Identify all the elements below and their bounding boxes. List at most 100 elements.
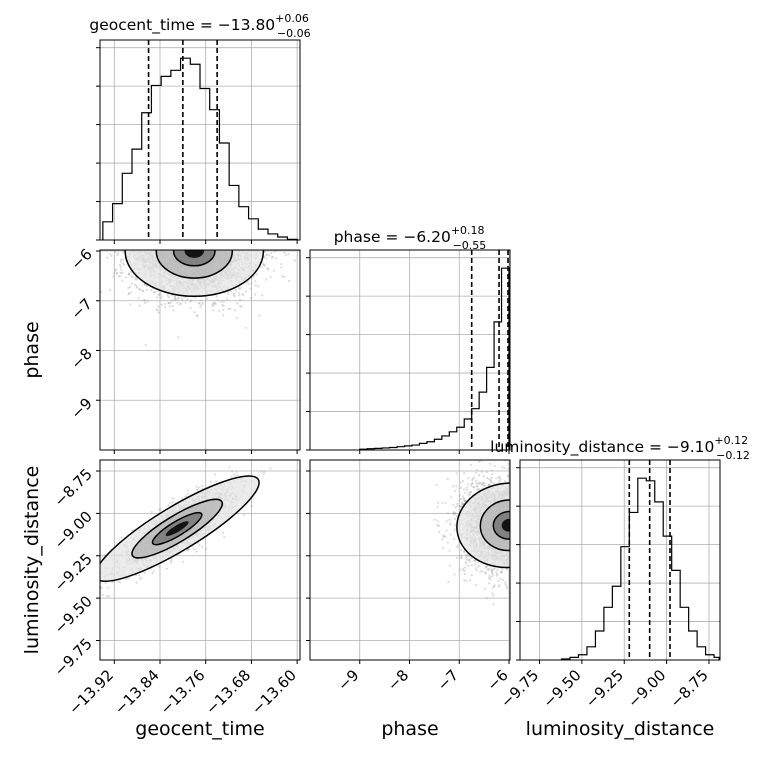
- sample-point: [463, 488, 465, 490]
- sample-point: [100, 587, 102, 589]
- sample-point: [158, 311, 160, 313]
- sample-point: [153, 570, 155, 572]
- sample-point: [193, 548, 195, 550]
- sample-point: [460, 487, 462, 489]
- sample-point: [255, 284, 257, 286]
- sample-point: [215, 480, 217, 482]
- sample-point: [145, 344, 147, 346]
- sample-point: [256, 273, 258, 275]
- sample-point: [452, 485, 454, 487]
- sample-point: [463, 579, 465, 581]
- sample-point: [181, 497, 183, 499]
- sample-point: [97, 567, 99, 569]
- sample-point: [442, 547, 444, 549]
- sample-point: [234, 309, 236, 311]
- sample-point: [223, 301, 225, 303]
- sample-point: [138, 305, 140, 307]
- sample-point: [173, 309, 175, 311]
- sample-point: [273, 270, 275, 272]
- sample-point: [176, 302, 178, 304]
- sample-point: [250, 297, 252, 299]
- sample-point: [475, 480, 477, 482]
- sample-point: [172, 501, 174, 503]
- sample-point: [462, 568, 464, 570]
- sample-point: [284, 252, 286, 254]
- sample-point: [275, 257, 277, 259]
- histogram-luminosity_distance: [562, 478, 720, 660]
- sample-point: [280, 266, 282, 268]
- sample-point: [109, 253, 111, 255]
- density-phase__luminosity_distance: [434, 442, 565, 605]
- sample-point: [238, 288, 240, 290]
- sample-point: [212, 309, 214, 311]
- sample-point: [233, 473, 235, 475]
- sample-point: [174, 296, 176, 298]
- sample-point: [135, 285, 137, 287]
- sample-point: [438, 531, 440, 533]
- sample-point: [268, 254, 270, 256]
- sample-point: [235, 289, 237, 291]
- histogram-geocent_time: [103, 58, 297, 240]
- sample-point: [150, 289, 152, 291]
- sample-point: [144, 302, 146, 304]
- sample-point: [281, 275, 283, 277]
- sample-point: [151, 511, 153, 513]
- sample-point: [186, 298, 188, 300]
- sample-point: [491, 469, 493, 471]
- sample-point: [265, 278, 267, 280]
- sample-point: [238, 292, 240, 294]
- sample-point: [248, 283, 250, 285]
- sample-point: [505, 584, 507, 586]
- sample-point: [134, 278, 136, 280]
- sample-point: [201, 546, 203, 548]
- sample-point: [270, 252, 272, 254]
- sample-point: [117, 254, 119, 256]
- sample-point: [491, 477, 493, 479]
- grid-luminosity_distance: [539, 460, 708, 660]
- sample-point: [254, 294, 256, 296]
- sample-point: [238, 294, 240, 296]
- sample-point: [261, 294, 263, 296]
- sample-point: [263, 473, 265, 475]
- sample-point: [199, 306, 201, 308]
- sample-point: [166, 568, 168, 570]
- sample-point: [120, 259, 122, 261]
- sample-point: [140, 577, 142, 579]
- sample-point: [156, 296, 158, 298]
- sample-point: [171, 558, 173, 560]
- sample-point: [478, 565, 480, 567]
- sample-point: [105, 582, 107, 584]
- sample-point: [198, 544, 200, 546]
- sample-point: [283, 276, 285, 278]
- sample-point: [222, 314, 224, 316]
- sample-point: [92, 575, 94, 577]
- sample-point: [265, 254, 267, 256]
- sample-point: [287, 253, 289, 255]
- sample-point: [88, 578, 90, 580]
- sample-point: [463, 472, 465, 474]
- sample-point: [198, 487, 200, 489]
- sample-point: [285, 254, 287, 256]
- sample-point: [243, 514, 245, 516]
- sample-point: [107, 587, 109, 589]
- histogram-phase: [360, 268, 509, 450]
- sample-point: [171, 300, 173, 302]
- sample-point: [201, 485, 203, 487]
- sample-point: [184, 302, 186, 304]
- sample-point: [119, 581, 121, 583]
- sample-point: [262, 262, 264, 264]
- sample-point: [168, 296, 170, 298]
- sample-point: [119, 275, 121, 277]
- sample-point: [280, 263, 282, 265]
- sample-point: [92, 297, 94, 299]
- sample-point: [88, 579, 90, 581]
- density-geocent_time__phase: [66, 206, 296, 346]
- sample-point: [161, 304, 163, 306]
- sample-point: [172, 305, 174, 307]
- sample-point: [170, 562, 172, 564]
- sample-point: [196, 489, 198, 491]
- sample-point: [206, 298, 208, 300]
- sample-point: [474, 563, 476, 565]
- sample-point: [254, 280, 256, 282]
